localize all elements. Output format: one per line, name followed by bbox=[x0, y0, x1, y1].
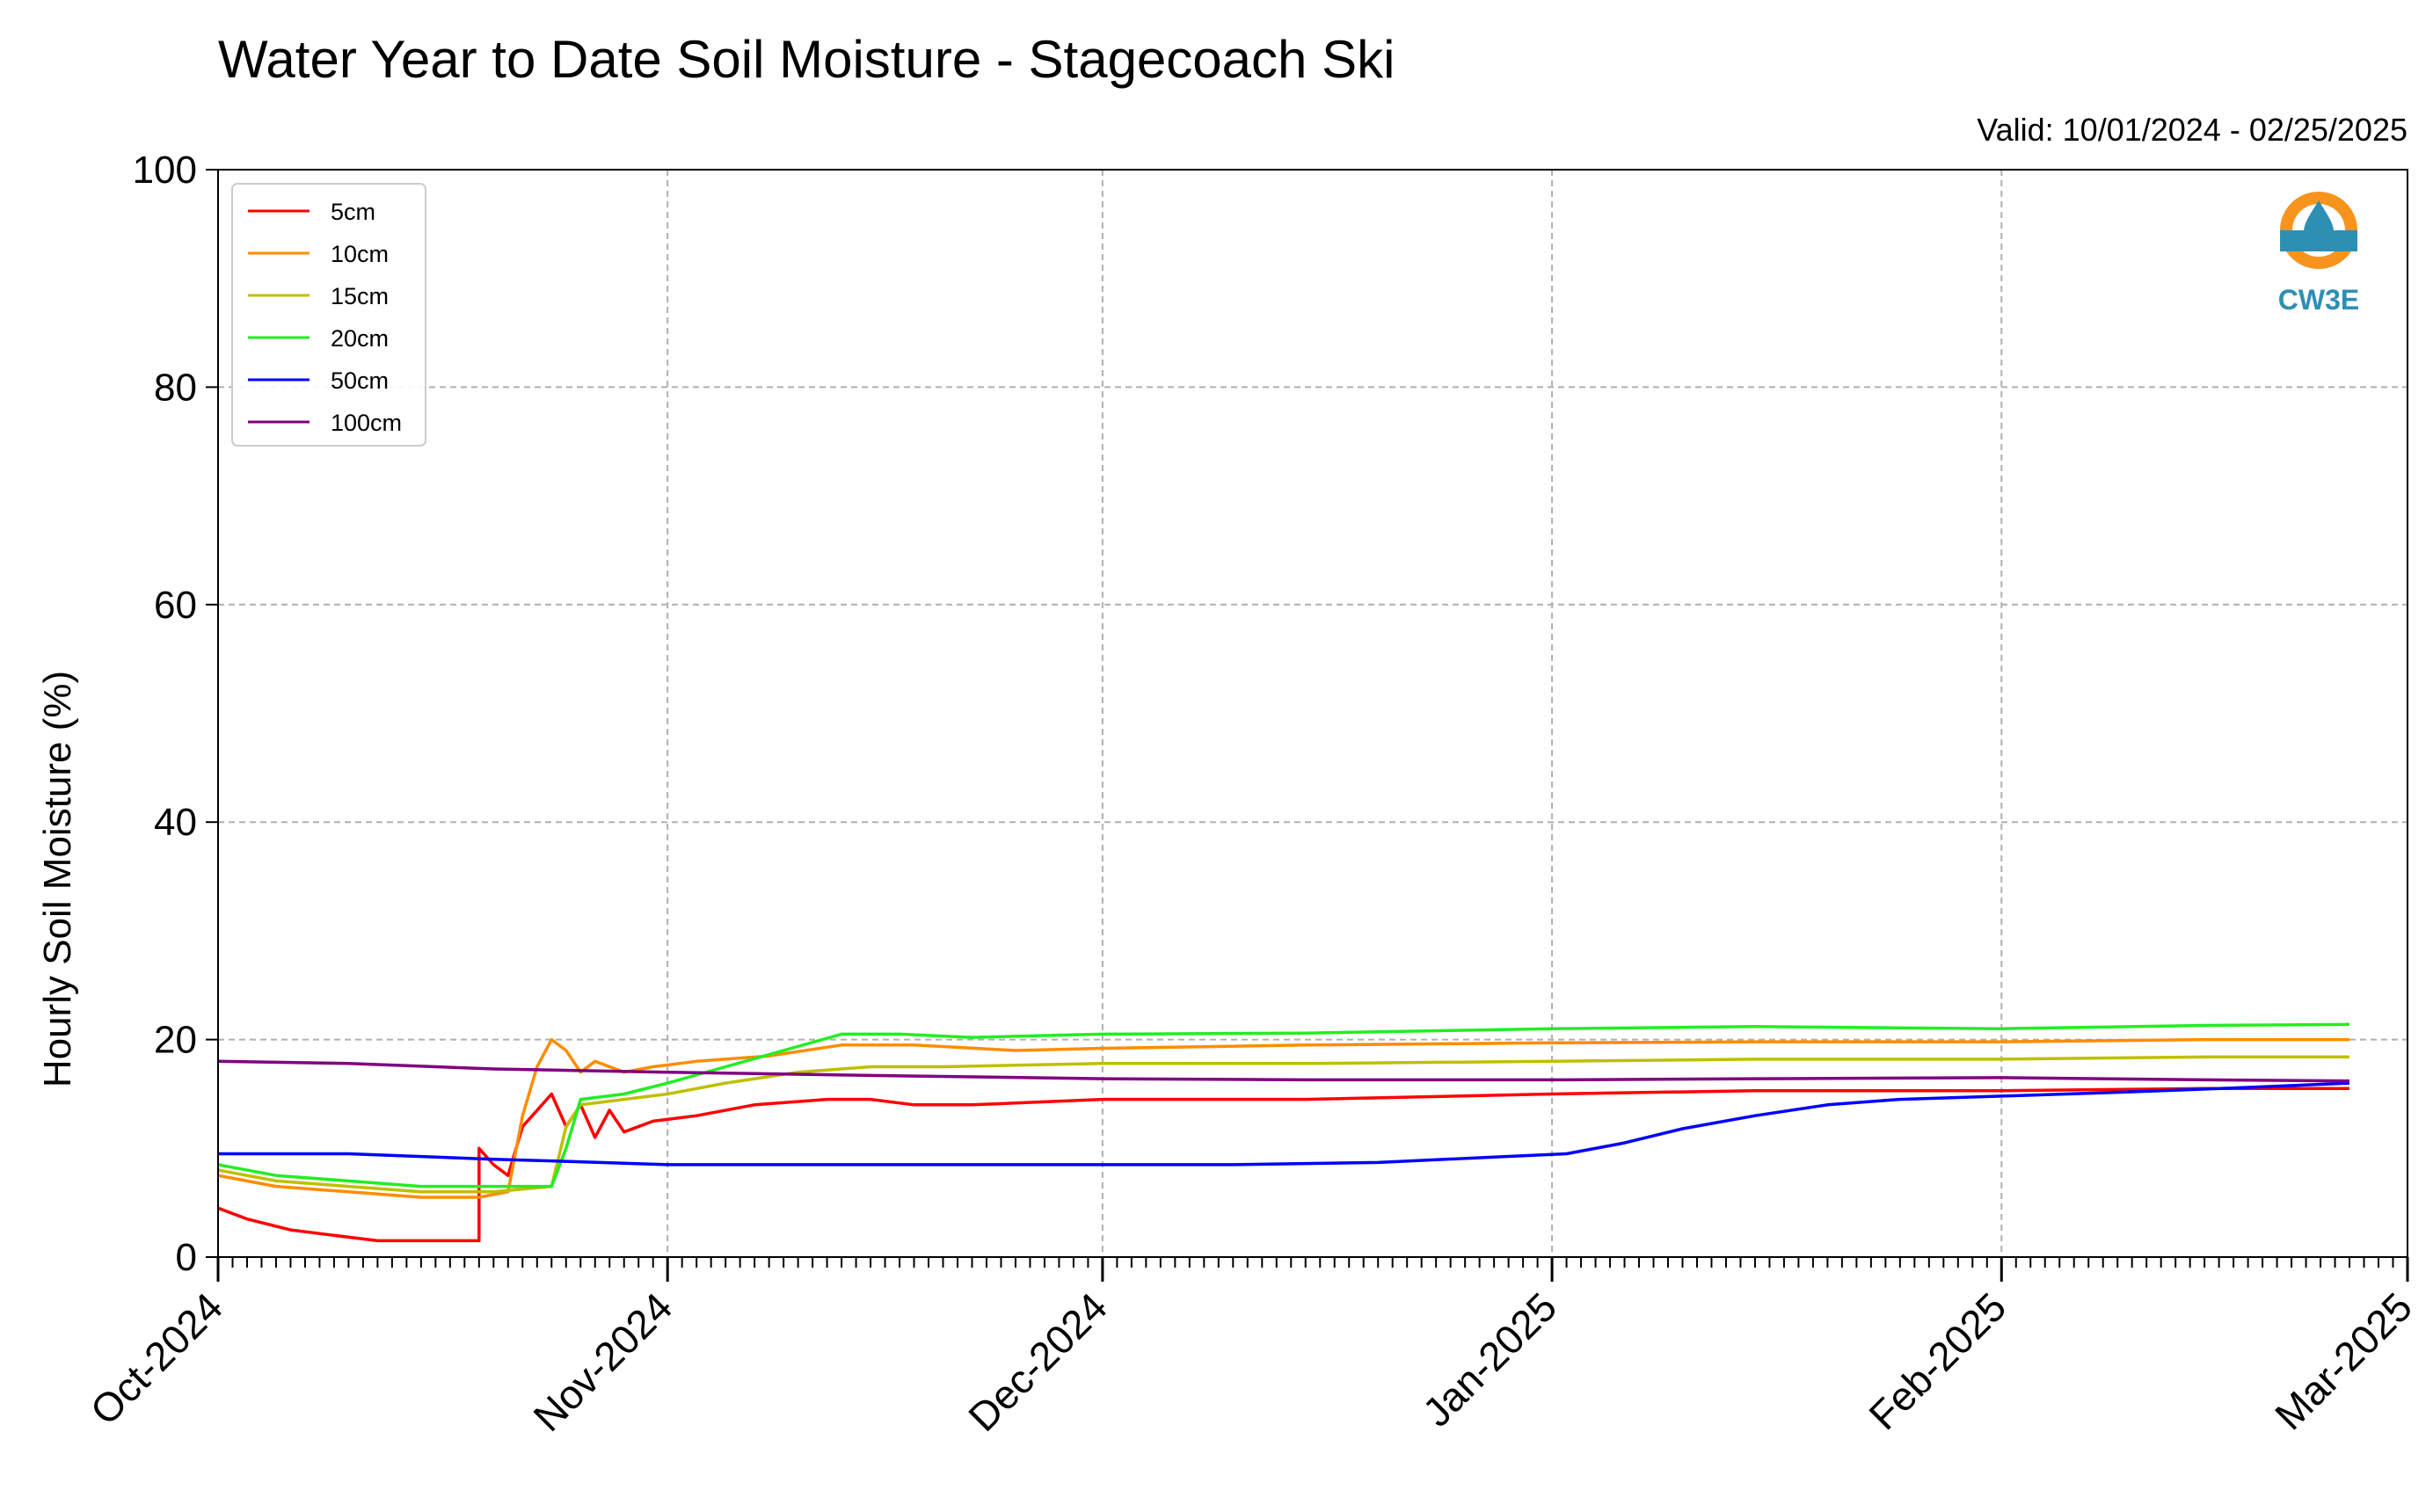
series-lines bbox=[217, 1022, 2350, 1243]
x-axis-ticks: Oct-2024 Nov-2024 Dec-2024 Jan-2025 Feb-2025… bbox=[82, 1257, 2421, 1440]
chart-title: Water Year to Date Soil Moisture - Stage… bbox=[218, 30, 1395, 89]
legend-box bbox=[231, 183, 426, 447]
series-line-50cm bbox=[218, 1081, 2350, 1167]
x-tick-label: Nov-2024 bbox=[524, 1283, 681, 1440]
x-tick-label: Jan-2025 bbox=[1414, 1283, 1565, 1435]
series-line-20cm bbox=[217, 1022, 2350, 1189]
x-tick-label: Feb-2025 bbox=[1860, 1283, 2014, 1438]
series-line-5cm bbox=[217, 1087, 2349, 1243]
legend-label-20cm: 20cm bbox=[331, 325, 389, 352]
plot-frame bbox=[217, 169, 2408, 1258]
series-line-100cm bbox=[217, 1059, 2350, 1083]
legend-label-50cm: 50cm bbox=[331, 367, 389, 394]
y-tick-label: 100 bbox=[133, 149, 197, 192]
cw3e-logo: CW3E bbox=[2278, 192, 2359, 316]
legend-label-15cm: 15cm bbox=[331, 283, 389, 309]
y-tick-label: 0 bbox=[176, 1236, 197, 1279]
logo-drop-icon bbox=[2304, 200, 2334, 247]
x-tick-label: Dec-2024 bbox=[959, 1283, 1116, 1440]
y-tick-label: 20 bbox=[154, 1019, 197, 1062]
legend: 5cm 10cm 15cm 20cm 50cm 100cm bbox=[231, 183, 426, 447]
y-tick-label: 60 bbox=[154, 584, 197, 627]
y-axis-ticks: 0 20 40 60 80 100 bbox=[133, 149, 218, 1279]
y-axis-label: Hourly Soil Moisture (%) bbox=[36, 671, 79, 1087]
legend-label-100cm: 100cm bbox=[331, 410, 402, 436]
legend-label-5cm: 5cm bbox=[331, 199, 375, 225]
legend-label-10cm: 10cm bbox=[331, 241, 389, 267]
x-tick-label: Oct-2024 bbox=[82, 1283, 232, 1434]
chart-subtitle: Valid: 10/01/2024 - 02/25/2025 bbox=[1977, 112, 2408, 148]
x-tick-label: Mar-2025 bbox=[2266, 1283, 2421, 1438]
series-line-15cm bbox=[217, 1055, 2349, 1194]
y-tick-label: 80 bbox=[154, 366, 197, 409]
logo-text: CW3E bbox=[2278, 284, 2359, 316]
series-line-10cm bbox=[217, 1037, 2349, 1199]
y-tick-label: 40 bbox=[154, 801, 197, 844]
